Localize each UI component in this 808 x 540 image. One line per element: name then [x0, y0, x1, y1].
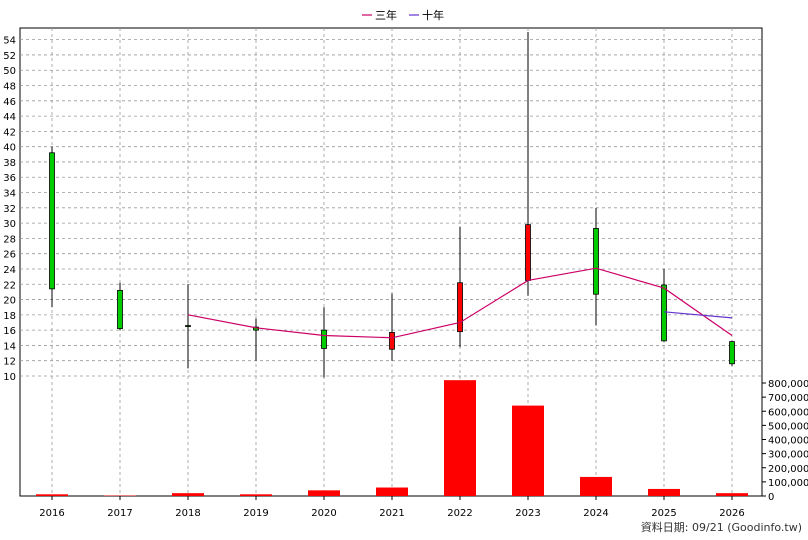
price-tick-label: 54 — [3, 36, 16, 47]
volume-tick-label: 200,000 — [768, 464, 808, 475]
price-tick-label: 20 — [3, 296, 16, 307]
volume-bar — [648, 488, 680, 496]
series-line-10yr — [663, 311, 733, 319]
price-tick-label: 12 — [3, 357, 16, 368]
x-tick-label: 2022 — [447, 508, 472, 519]
x-tick-label: 2017 — [107, 508, 132, 519]
volume-tick-label: 300,000 — [768, 450, 808, 461]
price-tick-label: 38 — [3, 158, 16, 169]
price-tick-label: 36 — [3, 173, 16, 184]
candle-body — [457, 282, 463, 333]
legend-label-3yr: 三年 — [375, 8, 397, 22]
candle-body — [389, 332, 395, 350]
price-tick-label: 46 — [3, 97, 16, 108]
x-axis: 2016 2017 2018 2019 2020 2021 2022 2023 2024 2025… — [39, 496, 745, 519]
price-tick-label: 30 — [3, 219, 16, 230]
price-tick-label: 14 — [3, 341, 16, 352]
volume-tick-label: 600,000 — [768, 407, 808, 418]
price-tick-label: 22 — [3, 280, 16, 291]
volume-bar — [308, 490, 340, 496]
candlesticks — [49, 32, 735, 378]
volume-bar — [716, 493, 748, 496]
x-tick-label: 2026 — [719, 508, 744, 519]
volume-bar — [240, 494, 272, 496]
volume-axis: 0 100,000 200,000 300,000 400,000 500,000 600,… — [762, 379, 808, 503]
price-tick-label: 28 — [3, 234, 16, 245]
x-tick-label: 2016 — [39, 508, 64, 519]
price-tick-label: 52 — [3, 51, 16, 62]
candle-body — [729, 341, 735, 365]
price-tick-label: 48 — [3, 82, 16, 93]
volume-tick-label: 800,000 — [768, 379, 808, 390]
volume-tick-label: 100,000 — [768, 478, 808, 489]
plot-frame — [19, 27, 763, 497]
candle-body — [661, 284, 667, 342]
volume-tick-label: 700,000 — [768, 393, 808, 404]
candle-body — [185, 325, 191, 327]
x-tick-label: 2023 — [515, 508, 540, 519]
candle-body — [321, 329, 327, 349]
candle-body — [525, 224, 531, 281]
x-tick-label: 2024 — [583, 508, 608, 519]
x-tick-label: 2018 — [175, 508, 200, 519]
moving-average-lines — [187, 267, 733, 339]
volume-bars — [36, 380, 748, 496]
candle-body — [49, 152, 55, 290]
candle-body — [593, 228, 599, 295]
volume-tick-label: 0 — [768, 492, 774, 503]
price-tick-label: 44 — [3, 112, 16, 123]
volume-tick-label: 400,000 — [768, 436, 808, 447]
x-tick-label: 2020 — [311, 508, 336, 519]
x-tick-label: 2025 — [651, 508, 676, 519]
volume-bar — [376, 487, 408, 496]
x-tick-label: 2021 — [379, 508, 404, 519]
price-tick-label: 32 — [3, 204, 16, 215]
volume-bar — [172, 493, 204, 496]
volume-bar — [580, 476, 612, 496]
data-date-footer: 資料日期: 09/21 (Goodinfo.tw) — [641, 520, 802, 534]
series-line-3yr — [187, 267, 733, 339]
volume-bar — [512, 405, 544, 496]
price-axis: 10 12 14 16 18 20 22 24 26 28 30 32 34 36 38 40 42 44 46 48… — [3, 36, 16, 383]
price-tick-label: 34 — [3, 189, 16, 200]
price-tick-label: 24 — [3, 265, 16, 276]
x-tick-label: 2019 — [243, 508, 268, 519]
candle-body — [117, 289, 123, 330]
price-tick-label: 16 — [3, 326, 16, 337]
price-tick-label: 42 — [3, 127, 16, 138]
price-tick-label: 50 — [3, 66, 16, 77]
grid — [20, 28, 762, 496]
legend: 三年 十年 — [362, 8, 444, 22]
volume-bar — [444, 380, 476, 496]
volume-tick-label: 500,000 — [768, 421, 808, 432]
price-tick-label: 10 — [3, 372, 16, 383]
price-tick-label: 40 — [3, 143, 16, 154]
price-tick-label: 18 — [3, 311, 16, 322]
volume-bar — [36, 494, 68, 496]
price-tick-label: 26 — [3, 250, 16, 261]
legend-label-10yr: 十年 — [422, 8, 444, 22]
